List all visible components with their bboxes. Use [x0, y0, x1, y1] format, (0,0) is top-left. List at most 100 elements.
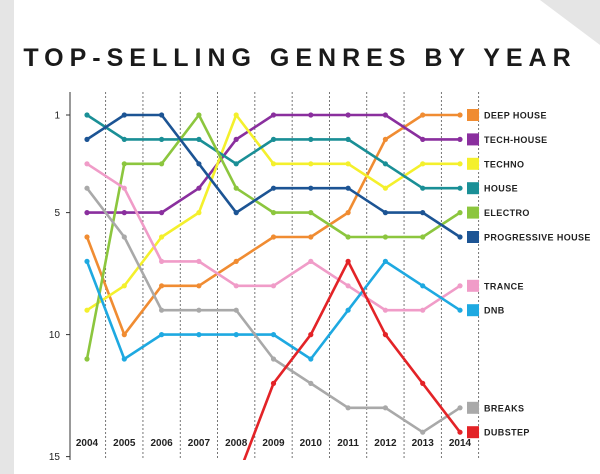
data-point — [196, 161, 202, 167]
data-point — [308, 112, 314, 118]
data-point — [457, 234, 463, 240]
data-point — [270, 332, 277, 338]
data-point — [233, 258, 239, 264]
data-point — [345, 234, 351, 240]
data-point — [233, 307, 239, 313]
legend-label: HOUSE — [484, 184, 518, 194]
legend-swatch — [467, 279, 479, 292]
legend-swatch — [467, 109, 479, 121]
legend-label: TECHNO — [484, 159, 524, 169]
data-point — [457, 283, 463, 289]
data-point — [420, 161, 426, 167]
data-point — [308, 185, 314, 191]
data-point — [233, 210, 239, 216]
data-point — [159, 210, 165, 216]
data-point — [121, 161, 127, 167]
legend-swatch — [467, 133, 479, 146]
data-point — [270, 136, 277, 142]
data-point — [382, 307, 388, 313]
data-point — [270, 380, 277, 386]
data-point — [84, 307, 90, 313]
data-point — [420, 136, 426, 142]
data-point — [270, 210, 277, 216]
data-point — [270, 356, 277, 362]
data-point — [84, 136, 90, 142]
legend-swatch — [467, 157, 479, 170]
data-point — [308, 161, 314, 167]
data-point — [233, 161, 239, 167]
data-point — [233, 185, 239, 191]
legend-label: PROGRESSIVE HOUSE — [484, 233, 591, 243]
data-point — [121, 332, 127, 338]
data-point — [159, 136, 165, 142]
y-tick-label: 15 — [49, 452, 61, 463]
legend-label: DNB — [484, 306, 505, 316]
legend-label: DEEP HOUSE — [484, 111, 547, 121]
data-point — [196, 307, 202, 313]
legend-label: DUBSTEP — [484, 428, 530, 438]
data-point — [345, 405, 351, 411]
data-point — [84, 210, 90, 216]
x-tick-label: 2014 — [449, 438, 472, 449]
x-tick-label: 2004 — [76, 438, 99, 449]
data-point — [308, 258, 314, 264]
data-point — [84, 234, 90, 240]
data-point — [84, 112, 90, 118]
data-point — [382, 258, 388, 264]
data-point — [457, 405, 463, 411]
data-point — [159, 307, 165, 313]
legend-label: TECH-HOUSE — [484, 135, 548, 145]
series-lines — [84, 112, 463, 460]
data-point — [159, 283, 165, 289]
legend-swatch — [467, 426, 479, 439]
data-point — [345, 210, 351, 216]
data-point — [420, 307, 426, 313]
data-point — [420, 380, 426, 386]
data-point — [121, 210, 127, 216]
data-point — [308, 380, 314, 386]
data-point — [308, 136, 314, 142]
legend-label: TRANCE — [484, 281, 524, 291]
data-point — [233, 283, 239, 289]
data-point — [345, 307, 351, 313]
data-point — [457, 161, 463, 167]
data-point — [159, 112, 165, 118]
legend-swatch — [467, 304, 479, 317]
legend-swatch — [467, 401, 479, 414]
legend-swatch — [467, 231, 479, 243]
x-tick-label: 2012 — [374, 438, 397, 449]
y-tick-label: 10 — [49, 330, 61, 341]
data-point — [457, 112, 463, 118]
data-point — [159, 234, 165, 240]
data-point — [457, 210, 463, 216]
data-point — [457, 136, 463, 142]
data-point — [270, 112, 277, 118]
y-tick-label: 5 — [54, 208, 60, 219]
data-point — [159, 258, 165, 264]
data-point — [196, 258, 202, 264]
data-point — [420, 234, 426, 240]
data-point — [382, 136, 388, 142]
data-point — [270, 283, 277, 289]
data-point — [233, 332, 239, 338]
x-tick-label: 2010 — [300, 438, 323, 449]
data-point — [196, 283, 202, 289]
data-point — [270, 185, 277, 191]
data-point — [420, 112, 426, 118]
data-point — [84, 161, 90, 167]
data-point — [84, 356, 90, 362]
legend-swatch — [467, 182, 479, 195]
data-point — [345, 112, 351, 118]
data-point — [196, 332, 202, 338]
chart-title: TOP-SELLING GENRES BY YEAR — [23, 44, 577, 72]
y-tick-label: 1 — [54, 111, 60, 122]
data-point — [121, 136, 127, 142]
x-tick-label: 2008 — [225, 438, 248, 449]
legend-swatch — [467, 206, 479, 219]
data-point — [382, 210, 388, 216]
data-point — [159, 161, 165, 167]
data-point — [121, 185, 127, 191]
grid-lines — [105, 92, 480, 460]
data-point — [121, 356, 127, 362]
